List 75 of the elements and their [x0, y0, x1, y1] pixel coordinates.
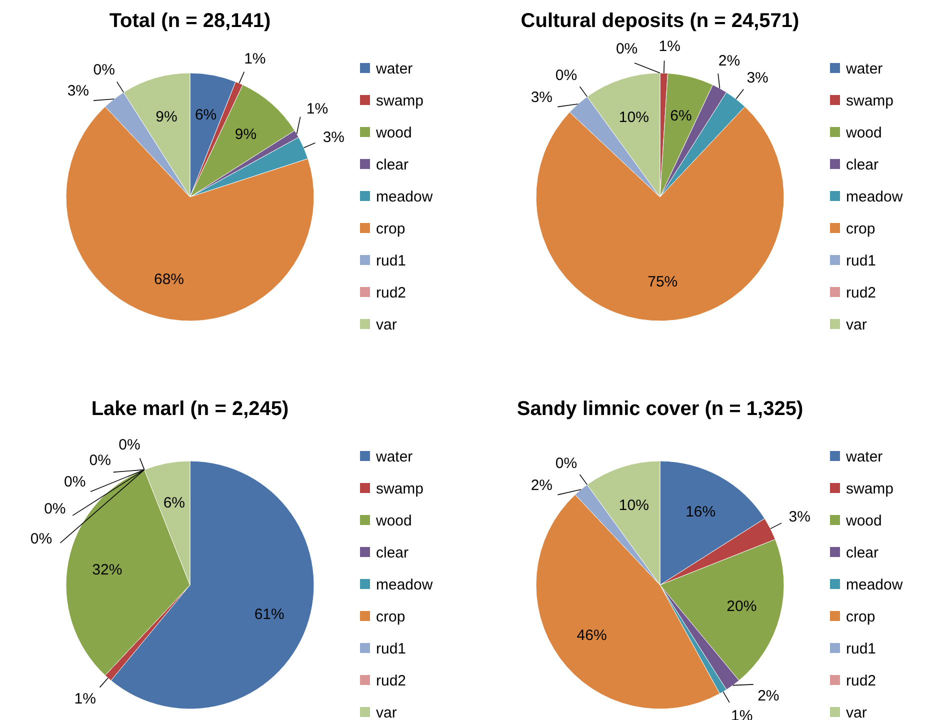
text: 0%: [93, 62, 115, 79]
data-label: 10%: [618, 497, 649, 514]
legend-label: var: [376, 316, 397, 334]
legend-label: rud1: [376, 640, 406, 658]
data-label: 3%: [67, 82, 90, 100]
data-label: 3%: [788, 508, 810, 526]
legend-label: swamp: [846, 480, 894, 498]
text: 0%: [30, 530, 52, 548]
legend-label: var: [846, 316, 867, 334]
legend-label: var: [376, 704, 397, 720]
data-label: 3%: [530, 89, 553, 106]
legend-label: rud2: [376, 672, 406, 690]
legend-label: wood: [375, 512, 412, 530]
legend-label: wood: [375, 124, 412, 142]
text: 0%: [118, 436, 140, 454]
legend-label: var: [846, 704, 867, 720]
legend-label: crop: [846, 608, 876, 626]
data-label: 1%: [306, 100, 328, 118]
legend-label: rud1: [846, 640, 876, 658]
legend-label: clear: [376, 156, 409, 174]
data-label: 10%: [618, 109, 649, 126]
legend-label: water: [845, 448, 883, 466]
text: 0%: [555, 66, 578, 84]
data-label: 46%: [576, 626, 607, 644]
chart-title: Total (n = 28,141): [109, 10, 271, 32]
legend-label: meadow: [376, 188, 433, 206]
data-label: 9%: [234, 126, 257, 143]
text: 0%: [44, 500, 66, 518]
legend-label: rud2: [846, 284, 876, 302]
legend-label: meadow: [846, 188, 903, 206]
data-label: 9%: [156, 108, 178, 126]
data-label: 3%: [746, 70, 768, 87]
legend-label: wood: [845, 512, 882, 530]
legend-label: crop: [846, 220, 876, 238]
chart-title: Cultural deposits (n = 24,571): [520, 10, 800, 32]
legend-label: clear: [846, 544, 879, 562]
text: 0%: [64, 474, 86, 491]
legend-label: swamp: [376, 92, 424, 110]
data-label: 2%: [530, 477, 553, 494]
data-label: 75%: [648, 274, 678, 291]
data-label: 1%: [658, 38, 680, 56]
data-label: 68%: [154, 270, 184, 288]
text: 0%: [89, 452, 111, 470]
data-label: 6%: [163, 494, 186, 512]
legend-label: rud2: [846, 672, 876, 690]
data-label: 2%: [758, 688, 780, 705]
legend-label: crop: [376, 608, 406, 626]
text: 0%: [555, 454, 578, 472]
legend-label: meadow: [846, 576, 903, 594]
chart-title: Lake marl (n = 2,245): [91, 398, 289, 420]
legend-label: wood: [845, 124, 882, 142]
legend-label: rud2: [376, 284, 406, 302]
data-label: 16%: [686, 503, 716, 520]
data-label: 1%: [244, 50, 266, 68]
legend-label: meadow: [376, 576, 433, 594]
data-label: 6%: [194, 106, 217, 124]
legend-label: swamp: [846, 92, 894, 110]
data-label: 1%: [74, 690, 96, 708]
legend-label: rud1: [376, 252, 406, 270]
chart-title: Sandy limnic cover (n = 1,325): [516, 398, 804, 420]
data-label: 3%: [322, 129, 345, 146]
data-label: 6%: [670, 108, 692, 125]
data-label: 61%: [254, 606, 284, 623]
legend-label: water: [375, 60, 413, 78]
legend-label: clear: [846, 156, 879, 174]
legend-label: rud1: [846, 252, 876, 270]
legend-label: crop: [376, 220, 406, 238]
data-label: 32%: [92, 561, 122, 578]
text: 0%: [616, 40, 638, 58]
data-label: 20%: [726, 598, 757, 616]
legend-label: clear: [376, 544, 409, 562]
data-label: 2%: [718, 52, 740, 70]
legend-label: swamp: [376, 480, 424, 498]
legend-label: water: [375, 448, 413, 466]
legend-label: water: [845, 60, 883, 78]
